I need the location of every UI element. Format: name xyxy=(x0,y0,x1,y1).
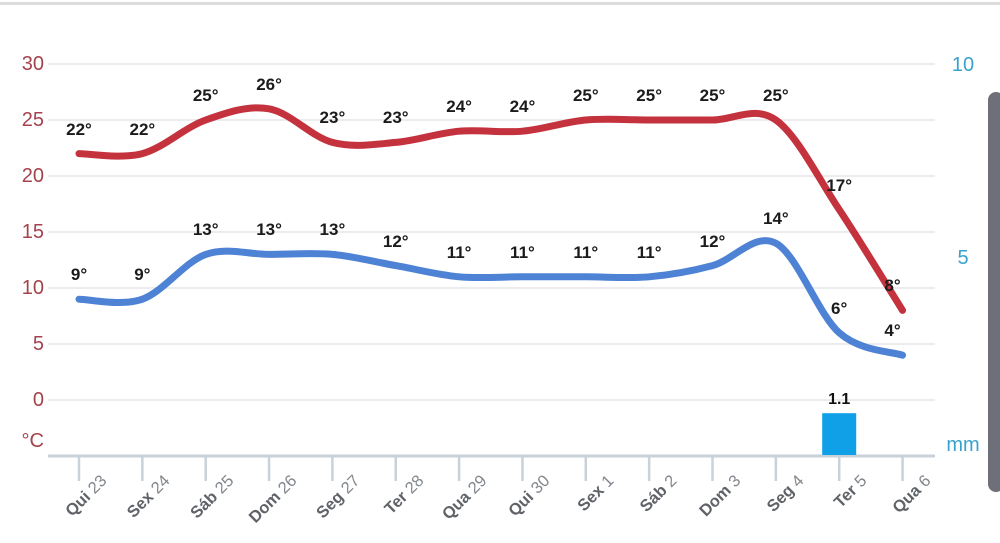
temp-max-point-label: 25° xyxy=(699,86,726,105)
temp-max-point-label: 17° xyxy=(826,175,853,195)
temp-max-line xyxy=(75,104,907,314)
temp-min-point-label: 6° xyxy=(831,298,848,318)
temp-min-point-label: 13° xyxy=(192,220,219,240)
temp-max-point-label: 25° xyxy=(572,86,599,105)
temp-max-point-label: 22° xyxy=(129,119,156,139)
temp-min-point-label: 9° xyxy=(70,265,88,285)
precipitation-value-label: 1.1 xyxy=(828,391,851,409)
temp-max-point-label: 23° xyxy=(319,108,346,128)
top-divider xyxy=(0,2,1000,5)
temp-min-point-label: 11° xyxy=(573,242,599,262)
left-axis-tick-label: 10 xyxy=(21,277,44,299)
temp-max-point-label: 24° xyxy=(509,97,536,117)
temp-min-point-label: 9° xyxy=(134,265,151,285)
temp-max-point-label: 25° xyxy=(192,86,219,105)
left-axis-tick-label: 25 xyxy=(21,109,44,131)
temp-min-point-label: 11° xyxy=(446,242,472,262)
temp-min-point-label: 13° xyxy=(319,220,346,240)
left-axis-tick-label: 20 xyxy=(21,165,44,187)
left-axis-tick-label: 0 xyxy=(32,389,44,411)
temp-max-point-label: 22° xyxy=(66,119,92,139)
temp-min-point-label: 11° xyxy=(510,242,535,262)
right-axis-unit-label: mm xyxy=(946,434,980,456)
temp-min-point-label: 13° xyxy=(256,220,282,240)
temp-min-point-label: 12° xyxy=(699,231,726,251)
right-axis-tick-label: 10 xyxy=(951,54,975,76)
temp-max-point-label: 24° xyxy=(446,97,472,117)
temp-max-point-label: 25° xyxy=(762,86,789,105)
temp-max-point-label: 23° xyxy=(382,108,409,128)
left-axis-tick-label: 15 xyxy=(21,221,44,243)
temp-min-point-label: 11° xyxy=(636,242,662,262)
left-axis-tick-label: 5 xyxy=(32,333,44,355)
temp-min-point-label: 14° xyxy=(762,209,789,229)
temp-min-point-label: 4° xyxy=(884,321,901,341)
temp-max-point-label: 26° xyxy=(256,74,282,94)
left-axis-tick-label: 30 xyxy=(21,53,44,75)
temp-min-line xyxy=(75,237,907,359)
precipitation-bar xyxy=(822,413,857,455)
temp-max-point-label: 8° xyxy=(884,276,901,296)
vertical-scrollbar-thumb[interactable] xyxy=(988,92,1000,492)
temp-min-point-label: 12° xyxy=(382,231,409,251)
left-axis-unit-label: °C xyxy=(21,430,44,452)
right-axis-tick-label: 5 xyxy=(957,247,969,269)
temp-max-point-label: 25° xyxy=(636,86,662,105)
